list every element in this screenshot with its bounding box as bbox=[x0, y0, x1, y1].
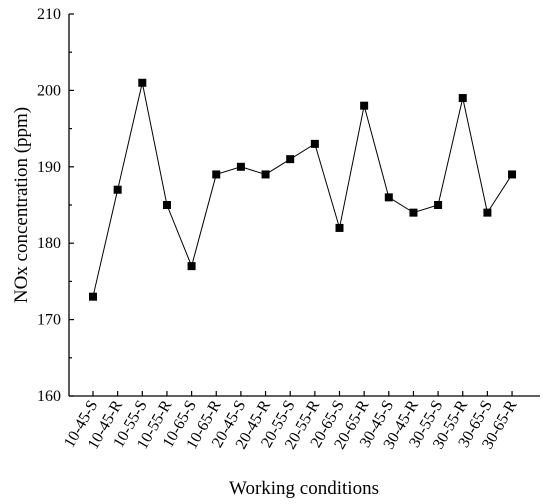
y-tick-label: 200 bbox=[37, 82, 61, 99]
data-point bbox=[236, 162, 245, 171]
x-axis: 10-45-S10-45-R10-55-S10-55-R10-65-S10-65… bbox=[61, 391, 540, 452]
series-line bbox=[92, 82, 513, 297]
x-axis-title: Working conditions bbox=[229, 478, 379, 499]
data-point bbox=[89, 292, 97, 301]
data-point bbox=[261, 170, 270, 179]
data-point bbox=[138, 78, 147, 87]
y-tick-label: 160 bbox=[37, 388, 61, 405]
data-point bbox=[458, 94, 467, 103]
data-markers bbox=[89, 78, 517, 301]
y-tick-label: 210 bbox=[37, 6, 61, 23]
data-point bbox=[286, 155, 295, 164]
data-point bbox=[360, 101, 369, 110]
y-tick-label: 190 bbox=[37, 159, 61, 176]
data-point bbox=[187, 262, 196, 271]
data-point bbox=[409, 208, 418, 217]
y-tick-label: 170 bbox=[37, 312, 61, 329]
y-axis-title: NOx concentration (ppm) bbox=[11, 107, 32, 303]
data-point bbox=[162, 201, 171, 209]
data-point bbox=[212, 170, 221, 179]
data-point bbox=[113, 185, 122, 194]
data-point bbox=[384, 193, 393, 202]
data-point bbox=[508, 170, 517, 179]
y-tick-label: 180 bbox=[37, 235, 61, 252]
data-point bbox=[335, 223, 344, 232]
data-point bbox=[434, 201, 443, 209]
data-point bbox=[310, 139, 319, 148]
y-axis: 160 170 180 190 200 210 bbox=[37, 6, 74, 405]
data-point bbox=[483, 208, 492, 217]
